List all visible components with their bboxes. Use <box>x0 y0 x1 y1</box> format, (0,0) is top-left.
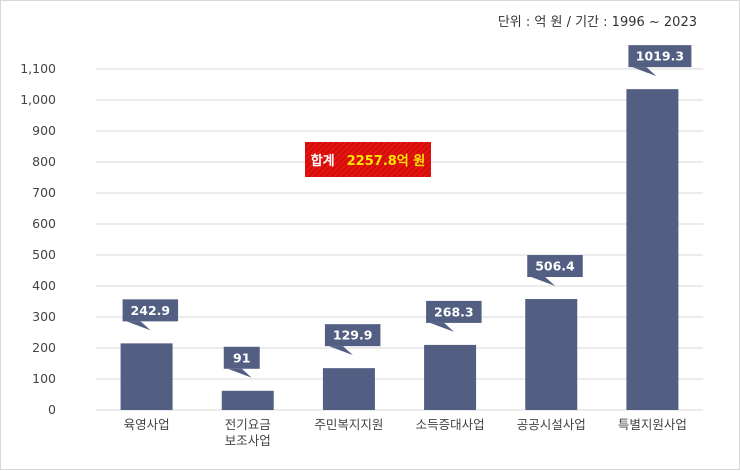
data-label-callout: 91 <box>223 346 260 378</box>
callout-tail <box>632 67 657 77</box>
unit-label: 단위 : 억 원 / 기간 : 1996 ~ 2023 <box>497 15 697 30</box>
bar <box>322 368 375 410</box>
y-tick-label: 700 <box>32 185 56 200</box>
callout-box <box>426 300 482 323</box>
callout-box <box>628 45 692 68</box>
data-label-callout: 242.9 <box>122 299 179 331</box>
x-tick-label: 육영사업 <box>124 417 170 432</box>
y-tick-label: 400 <box>32 278 56 293</box>
data-label-callout: 506.4 <box>527 255 583 287</box>
data-label: 242.9 <box>131 303 171 318</box>
y-tick-label: 200 <box>32 340 56 355</box>
y-tick-label: 300 <box>32 309 56 324</box>
y-tick-label: 500 <box>32 247 56 262</box>
y-tick-label: 900 <box>32 123 56 138</box>
callout-tail <box>126 321 151 331</box>
callout-box <box>122 299 179 322</box>
x-tick-label: 주민복지지원 <box>314 417 383 432</box>
data-label-callout: 1019.3 <box>628 45 692 77</box>
bar <box>221 390 274 410</box>
x-tick-label: 공공시설사업 <box>517 417 586 432</box>
y-tick-label: 100 <box>32 371 56 386</box>
bar <box>120 343 173 410</box>
bar <box>525 299 578 410</box>
y-tick-label: 800 <box>32 154 56 169</box>
data-label-callout: 268.3 <box>426 300 482 332</box>
x-tick-label: 보조사업 <box>225 433 271 448</box>
bar <box>424 344 477 410</box>
y-tick-label: 1,100 <box>20 61 56 76</box>
y-tick-label: 0 <box>48 402 56 417</box>
callout-tail <box>531 277 556 287</box>
y-tick-label: 1,000 <box>20 92 56 107</box>
callout-box <box>527 255 583 278</box>
callout-tail <box>430 322 455 332</box>
data-label-callout: 129.9 <box>324 324 381 356</box>
x-tick-label: 특별지원사업 <box>618 417 687 432</box>
bar <box>626 89 679 411</box>
data-label: 506.4 <box>535 259 575 274</box>
data-label: 129.9 <box>333 328 373 343</box>
total-label: 합계 <box>310 154 335 169</box>
y-tick-label: 600 <box>32 216 56 231</box>
total-badge: 합계 2257.8억 원 <box>305 142 431 177</box>
x-tick-label: 소득증대사업 <box>416 417 485 432</box>
data-label: 91 <box>233 350 250 365</box>
x-tick-label: 전기요금 <box>225 417 271 432</box>
total-value: 2257.8억 원 <box>346 154 426 169</box>
callout-tail <box>227 368 252 378</box>
callout-tail <box>328 346 353 356</box>
data-label: 268.3 <box>434 304 474 319</box>
data-label: 1019.3 <box>636 49 684 64</box>
callout-box <box>324 324 381 347</box>
callout-box <box>223 346 260 369</box>
